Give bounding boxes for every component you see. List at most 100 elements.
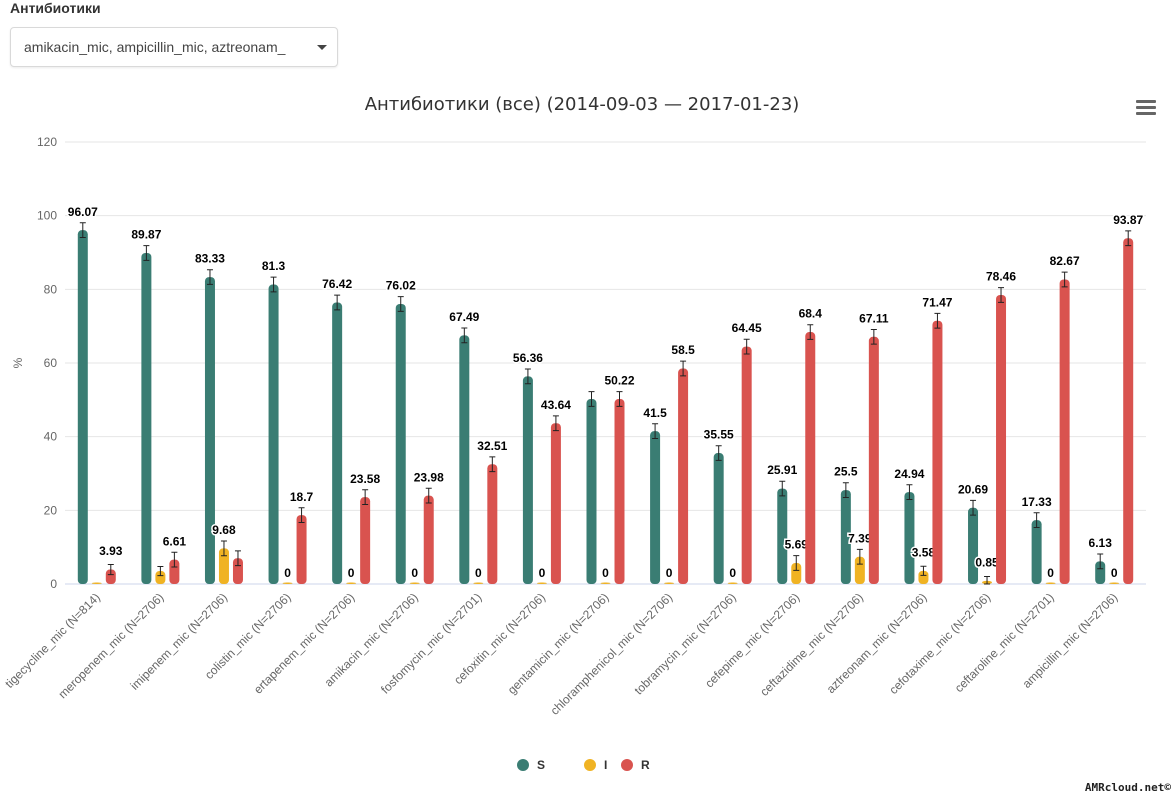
bar-r[interactable]: [614, 399, 625, 584]
bar-s[interactable]: [713, 453, 724, 584]
bar-s[interactable]: [141, 252, 152, 585]
data-label: 0: [1111, 566, 1118, 580]
bar-s[interactable]: [268, 284, 279, 584]
data-label: 58.5: [671, 343, 695, 357]
error-bar: [1061, 271, 1068, 288]
bar-r[interactable]: [550, 423, 561, 584]
bar-i[interactable]: [536, 582, 547, 585]
bar-r[interactable]: [232, 558, 243, 584]
bar-r[interactable]: [360, 497, 371, 584]
error-bar: [970, 499, 977, 516]
data-label: 50.22: [604, 374, 634, 388]
data-label: 89.87: [131, 228, 161, 242]
bar-s[interactable]: [840, 490, 851, 584]
y-tick-label: 80: [44, 282, 58, 296]
bar-r[interactable]: [1123, 238, 1134, 585]
data-label: 0.85: [975, 556, 999, 570]
error-bar: [588, 391, 595, 407]
legend-item-r[interactable]: R: [621, 758, 650, 772]
bar-i[interactable]: [155, 571, 166, 584]
bar-r[interactable]: [741, 346, 752, 584]
hamburger-menu-icon[interactable]: [1136, 100, 1156, 116]
data-label: 17.33: [1022, 495, 1052, 509]
bar-s[interactable]: [586, 399, 597, 584]
bar-r[interactable]: [296, 515, 307, 584]
bar-i[interactable]: [791, 563, 802, 584]
filter-label: Антибиотики: [10, 0, 101, 16]
data-label: 78.46: [986, 270, 1016, 284]
bar-i[interactable]: [346, 582, 357, 585]
y-tick-label: 20: [44, 503, 58, 517]
data-label: 93.87: [1113, 213, 1143, 227]
data-label: 67.11: [859, 311, 889, 325]
data-label: 32.51: [477, 439, 507, 453]
data-label: 3.58: [912, 545, 936, 559]
error-bar: [362, 489, 369, 506]
bar-i[interactable]: [918, 570, 929, 584]
bar-i[interactable]: [409, 582, 420, 585]
error-bar: [920, 565, 927, 576]
x-tick-label: meropenem_mic (N=2706): [55, 590, 166, 701]
data-label: 71.47: [922, 295, 952, 309]
data-label: 23.58: [350, 472, 380, 486]
bar-s[interactable]: [332, 302, 343, 584]
legend-marker: [584, 759, 596, 771]
data-label: 35.55: [704, 428, 734, 442]
bar-s[interactable]: [1031, 520, 1042, 584]
bar-i[interactable]: [91, 582, 102, 585]
bar-r[interactable]: [996, 295, 1007, 584]
error-bar: [234, 550, 241, 567]
bar-r[interactable]: [487, 464, 498, 584]
error-bar: [680, 360, 687, 377]
bar-i[interactable]: [600, 582, 611, 585]
bar-s[interactable]: [522, 376, 533, 584]
bar-i[interactable]: [473, 582, 484, 585]
error-bar: [779, 480, 786, 497]
y-axis-label: %: [11, 357, 25, 368]
antibiotics-select[interactable]: amikacin_mic, ampicillin_mic, aztreonam_: [10, 27, 338, 67]
error-bar: [524, 368, 531, 385]
error-bar: [552, 415, 559, 432]
bar-s[interactable]: [777, 488, 788, 584]
bar-i[interactable]: [282, 582, 293, 585]
y-tick-label: 100: [37, 209, 57, 223]
bar-s[interactable]: [968, 507, 979, 584]
error-bar: [206, 269, 213, 285]
error-bar: [856, 548, 863, 565]
data-label: 24.94: [894, 467, 924, 481]
bar-r[interactable]: [1059, 279, 1070, 584]
bar-s[interactable]: [904, 492, 915, 584]
data-label: 9.68: [212, 523, 236, 537]
bar-i[interactable]: [1109, 582, 1120, 585]
bar-s[interactable]: [77, 230, 88, 585]
bar-s[interactable]: [204, 277, 215, 584]
bar-r[interactable]: [868, 336, 879, 584]
error-bar: [171, 551, 178, 568]
bar-i[interactable]: [218, 548, 229, 584]
bar-r[interactable]: [932, 320, 943, 584]
y-tick-label: 40: [44, 430, 58, 444]
bar-s[interactable]: [459, 335, 470, 584]
y-tick-label: 120: [37, 135, 57, 149]
bar-r[interactable]: [169, 559, 180, 584]
data-label: 0: [284, 566, 291, 580]
bar-s[interactable]: [650, 431, 661, 584]
bar-r[interactable]: [805, 332, 816, 584]
bar-i[interactable]: [664, 582, 675, 585]
legend-item-i[interactable]: I: [584, 758, 607, 772]
data-label: 64.45: [732, 321, 762, 335]
bar-r[interactable]: [678, 368, 689, 584]
data-label: 83.33: [195, 252, 225, 266]
bar-s[interactable]: [1095, 561, 1106, 584]
error-bar: [79, 222, 86, 239]
bar-r[interactable]: [423, 495, 434, 584]
bar-i[interactable]: [854, 556, 865, 584]
bar-s[interactable]: [395, 303, 406, 584]
bar-i[interactable]: [727, 582, 738, 585]
credit-text: AMRcloud.net©: [1084, 781, 1171, 794]
legend-item-s[interactable]: S: [517, 758, 545, 772]
bar-r[interactable]: [105, 569, 116, 584]
error-bar: [220, 540, 227, 557]
data-label: 0: [666, 566, 673, 580]
bar-i[interactable]: [1045, 582, 1056, 585]
